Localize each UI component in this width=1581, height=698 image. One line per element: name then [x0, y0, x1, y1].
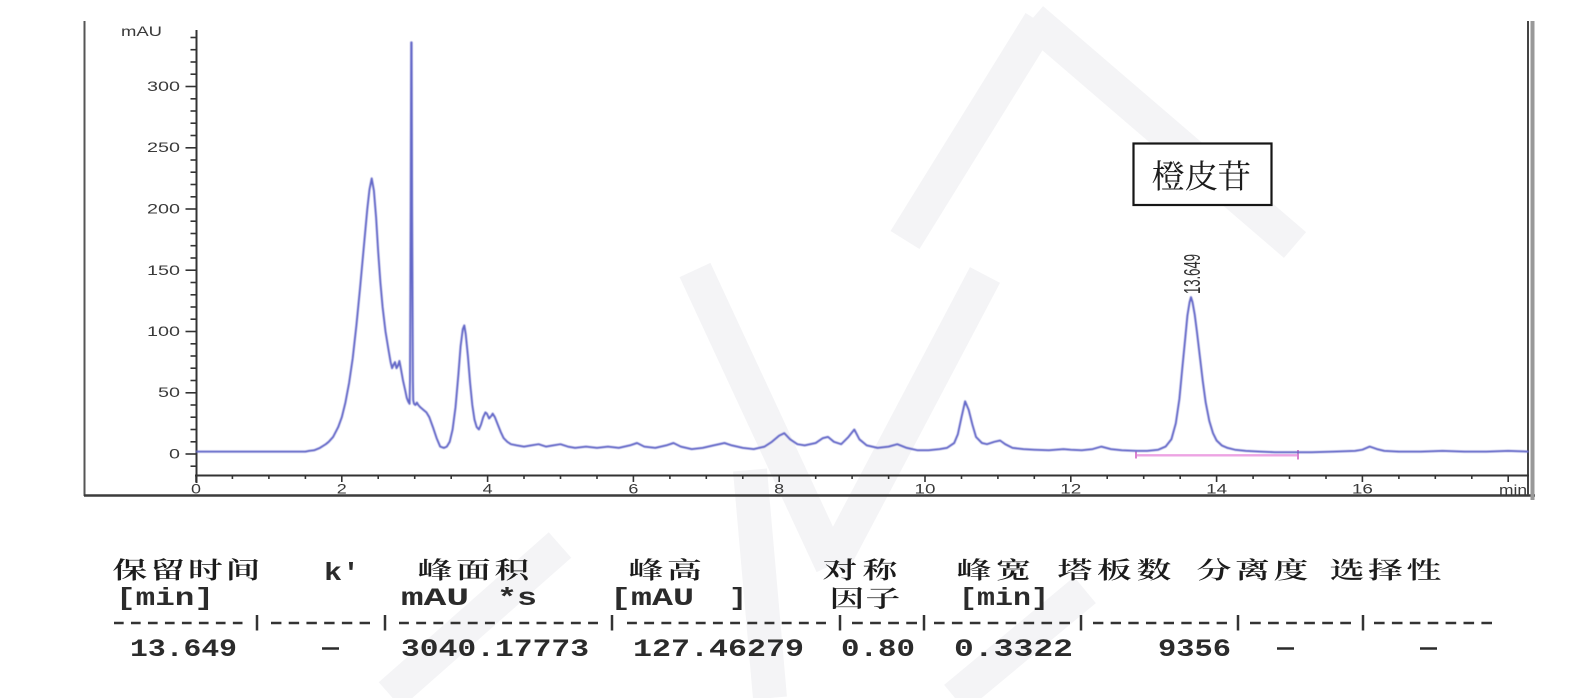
svg-text:13.649: 13.649 [1180, 254, 1206, 294]
svg-text:4: 4 [483, 481, 493, 497]
svg-text:16: 16 [1352, 481, 1373, 497]
svg-text:[mAU: [mAU [610, 584, 694, 613]
svg-text:8: 8 [774, 481, 784, 497]
svg-text:2: 2 [337, 481, 347, 497]
svg-text:150: 150 [147, 262, 180, 278]
svg-text:300: 300 [147, 78, 180, 94]
svg-text:14: 14 [1206, 481, 1227, 497]
svg-text:9356: 9356 [1158, 635, 1231, 664]
svg-text:10: 10 [915, 481, 936, 497]
svg-text:mAU: mAU [121, 23, 162, 39]
svg-text:0: 0 [169, 446, 180, 462]
svg-text:[min]: [min] [116, 584, 214, 613]
svg-text:200: 200 [147, 201, 180, 217]
svg-text:100: 100 [147, 323, 180, 339]
svg-text:6: 6 [628, 481, 638, 497]
svg-text:0.3322: 0.3322 [954, 635, 1073, 664]
svg-text:50: 50 [158, 384, 180, 400]
svg-text:0.80: 0.80 [841, 635, 915, 664]
svg-text:250: 250 [147, 139, 180, 155]
svg-text:0: 0 [191, 481, 201, 497]
svg-text:k': k' [324, 559, 360, 588]
svg-text:[min]: [min] [959, 584, 1049, 613]
svg-text:*s: *s [497, 584, 537, 613]
svg-text:127.46279: 127.46279 [633, 635, 804, 664]
svg-text:min: min [1499, 482, 1527, 498]
svg-text:12: 12 [1060, 481, 1081, 497]
svg-text:13.649: 13.649 [130, 635, 237, 664]
svg-text:mAU: mAU [401, 584, 469, 613]
svg-text:]: ] [729, 584, 747, 613]
svg-text:3040.17773: 3040.17773 [401, 635, 589, 664]
